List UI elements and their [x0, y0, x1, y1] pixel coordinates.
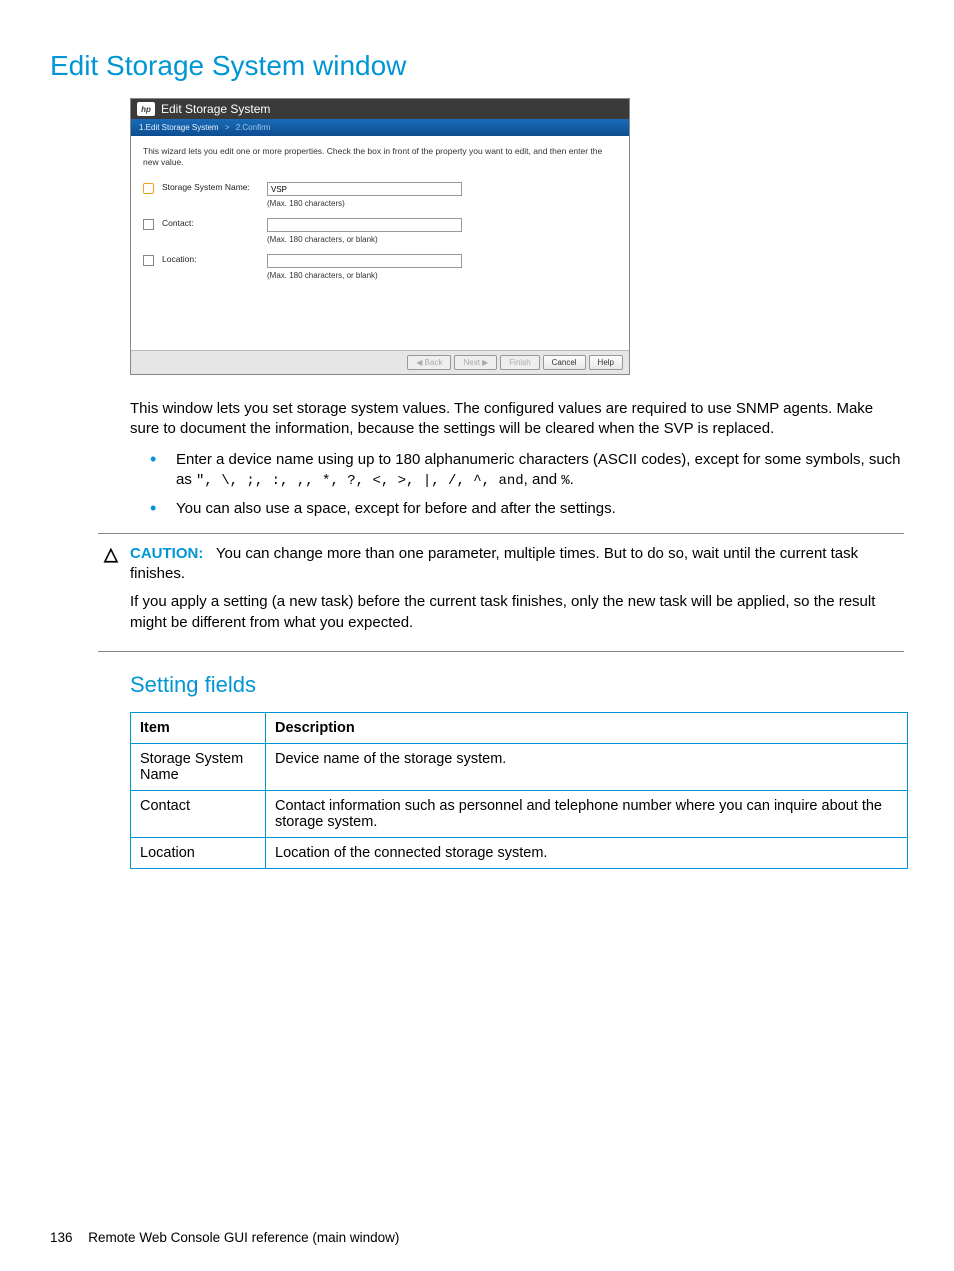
finish-button[interactable]: Finish: [500, 355, 539, 370]
window-titlebar: hp Edit Storage System: [131, 99, 629, 119]
page-number: 136: [50, 1230, 73, 1245]
page-title: Edit Storage System window: [50, 50, 904, 82]
page-footer: 136 Remote Web Console GUI reference (ma…: [50, 1230, 399, 1245]
bullet-1-text-b: , and: [524, 471, 562, 488]
bullet-2: You can also use a space, except for bef…: [150, 499, 904, 519]
caution-p2: If you apply a setting (a new task) befo…: [130, 592, 904, 633]
next-button[interactable]: Next ▶: [454, 355, 497, 370]
hint-location: (Max. 180 characters, or blank): [267, 271, 617, 280]
cell-desc: Contact information such as personnel an…: [266, 790, 908, 837]
bullet-1-code: ", \, ;, :, ,, *, ?, <, >, |, /, ^, and: [196, 473, 524, 489]
intro-text: This window lets you set storage system …: [130, 399, 904, 440]
cell-item: Location: [131, 837, 266, 868]
field-row-storage-name: Storage System Name: (Max. 180 character…: [143, 182, 617, 208]
caution-p1: CAUTION: You can change more than one pa…: [130, 544, 904, 585]
input-location[interactable]: [267, 254, 462, 268]
cell-desc: Location of the connected storage system…: [266, 837, 908, 868]
th-description: Description: [266, 712, 908, 743]
breadcrumb-step-2: 2.Confirm: [236, 123, 271, 132]
wizard-body: This wizard lets you edit one or more pr…: [131, 136, 629, 350]
breadcrumb-separator: >: [225, 123, 230, 132]
intro-paragraph: This window lets you set storage system …: [130, 399, 904, 440]
table-row: Contact Contact information such as pers…: [131, 790, 908, 837]
wizard-window: hp Edit Storage System 1.Edit Storage Sy…: [130, 98, 630, 375]
back-button: ◀ Back: [407, 355, 451, 370]
bullet-1: Enter a device name using up to 180 alph…: [150, 450, 904, 491]
table-row: Storage System Name Device name of the s…: [131, 743, 908, 790]
footer-text: Remote Web Console GUI reference (main w…: [88, 1230, 399, 1245]
bullet-1-code-pct: %: [561, 473, 569, 489]
caution-label: CAUTION:: [130, 545, 203, 562]
breadcrumb-step-1: 1.Edit Storage System: [139, 123, 219, 132]
hp-logo-icon: hp: [137, 102, 155, 116]
checkbox-location[interactable]: [143, 255, 154, 266]
field-row-contact: Contact: (Max. 180 characters, or blank): [143, 218, 617, 244]
wizard-breadcrumb: 1.Edit Storage System > 2.Confirm: [131, 119, 629, 136]
field-row-location: Location: (Max. 180 characters, or blank…: [143, 254, 617, 280]
cell-item: Storage System Name: [131, 743, 266, 790]
label-location: Location:: [162, 254, 267, 264]
input-storage-name[interactable]: [267, 182, 462, 196]
hint-contact: (Max. 180 characters, or blank): [267, 235, 617, 244]
wizard-instruction: This wizard lets you edit one or more pr…: [143, 146, 617, 168]
window-title: Edit Storage System: [161, 102, 270, 116]
caution-text-1: You can change more than one parameter, …: [130, 545, 858, 582]
label-contact: Contact:: [162, 218, 267, 228]
th-item: Item: [131, 712, 266, 743]
label-storage-name: Storage System Name:: [162, 182, 267, 192]
cell-desc: Device name of the storage system.: [266, 743, 908, 790]
input-contact[interactable]: [267, 218, 462, 232]
checkbox-storage-name[interactable]: [143, 183, 154, 194]
cancel-button[interactable]: Cancel: [543, 355, 586, 370]
bullet-1-text-c: .: [570, 471, 574, 488]
setting-fields-table: Item Description Storage System Name Dev…: [130, 712, 908, 869]
hint-storage-name: (Max. 180 characters): [267, 199, 617, 208]
bullet-list: Enter a device name using up to 180 alph…: [150, 450, 904, 519]
caution-block: △ CAUTION: You can change more than one …: [98, 533, 904, 652]
cell-item: Contact: [131, 790, 266, 837]
wizard-footer: ◀ Back Next ▶ Finish Cancel Help: [131, 350, 629, 374]
subheading: Setting fields: [130, 672, 904, 698]
caution-icon: △: [104, 544, 118, 565]
table-row: Location Location of the connected stora…: [131, 837, 908, 868]
help-button[interactable]: Help: [589, 355, 623, 370]
checkbox-contact[interactable]: [143, 219, 154, 230]
